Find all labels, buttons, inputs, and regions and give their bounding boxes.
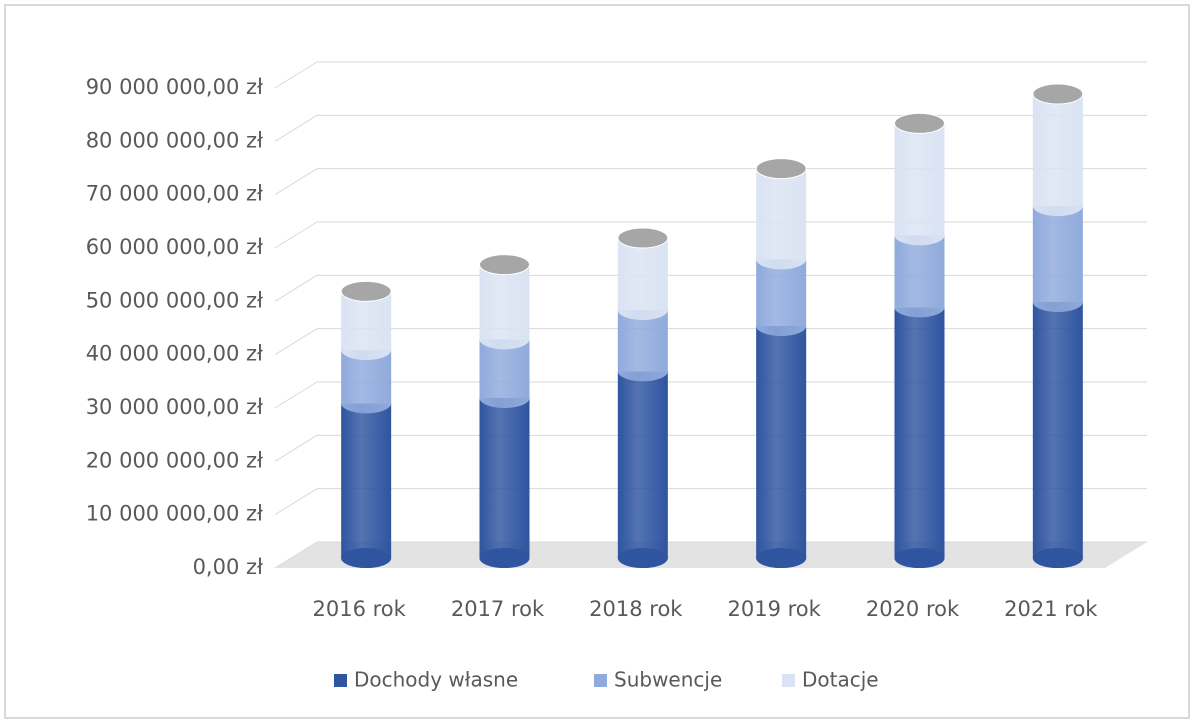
bar-segment bbox=[1032, 206, 1083, 302]
bar-segment bbox=[894, 307, 945, 558]
segment-edge bbox=[894, 235, 945, 246]
legend-label: Dotacje bbox=[802, 668, 879, 692]
cylinder-top bbox=[340, 280, 392, 302]
segment-edge bbox=[894, 558, 945, 568]
legend-label: Subwencje bbox=[614, 668, 722, 692]
bar-segment bbox=[1032, 94, 1083, 206]
y-tick-label: 90 000 000,00 zł bbox=[86, 75, 263, 99]
bar-segment bbox=[756, 168, 807, 260]
cylinder-top bbox=[617, 227, 669, 249]
segment-edge bbox=[341, 558, 392, 568]
bar-segment bbox=[756, 259, 807, 326]
segment-edge bbox=[479, 339, 530, 350]
bar-segment bbox=[479, 264, 530, 340]
cylinder-top bbox=[894, 112, 945, 134]
segment-edge bbox=[341, 403, 392, 414]
segment-edge bbox=[617, 371, 668, 382]
cylinder-top bbox=[1032, 83, 1084, 105]
grid-line-side bbox=[274, 541, 318, 569]
bar-segment bbox=[1032, 302, 1083, 558]
grid-line-side bbox=[274, 488, 318, 516]
x-tick-label: 2021 rok bbox=[1004, 597, 1098, 621]
y-tick-label: 0,00 zł bbox=[193, 555, 263, 579]
legend-label: Dochody własne bbox=[354, 668, 518, 692]
bar-segment bbox=[756, 326, 807, 558]
x-tick-label: 2019 rok bbox=[728, 597, 822, 621]
y-tick-label: 10 000 000,00 zł bbox=[86, 502, 263, 526]
legend-swatch bbox=[334, 674, 347, 687]
bar-segment bbox=[617, 238, 668, 310]
y-tick-label: 60 000 000,00 zł bbox=[86, 235, 263, 259]
grid-line-side bbox=[274, 381, 318, 409]
x-tick-label: 2020 rok bbox=[866, 597, 960, 621]
bar-segment bbox=[894, 235, 945, 308]
y-tick-label: 40 000 000,00 zł bbox=[86, 342, 263, 366]
segment-edge bbox=[1032, 302, 1083, 312]
y-tick-label: 50 000 000,00 zł bbox=[86, 288, 263, 312]
segment-edge bbox=[479, 398, 530, 408]
legend: Dochody własne Subwencje Dotacje bbox=[334, 668, 879, 692]
bar-segment bbox=[894, 123, 945, 236]
bar-segment bbox=[341, 403, 392, 558]
segment-edge bbox=[617, 310, 668, 320]
grid-line-side bbox=[274, 168, 318, 196]
segment-edge bbox=[617, 558, 668, 568]
segment-edge bbox=[479, 558, 530, 568]
x-tick-label: 2018 rok bbox=[589, 597, 683, 621]
legend-swatch bbox=[782, 674, 795, 687]
segment-edge bbox=[756, 558, 807, 568]
bar-segment bbox=[479, 398, 530, 558]
segment-edge bbox=[894, 307, 945, 318]
floor bbox=[275, 542, 1147, 568]
y-tick-label: 30 000 000,00 zł bbox=[86, 395, 263, 419]
y-tick-label: 70 000 000,00 zł bbox=[86, 182, 263, 206]
legend-swatch bbox=[594, 674, 607, 687]
segment-edge bbox=[1032, 206, 1083, 216]
grid-line-side bbox=[274, 114, 318, 142]
grid-line-side bbox=[274, 61, 318, 89]
segment-edge bbox=[756, 259, 807, 270]
segment-edge bbox=[1032, 558, 1083, 568]
x-tick-label: 2016 rok bbox=[313, 597, 407, 621]
grid-line-side bbox=[274, 434, 318, 462]
cylinder-top bbox=[479, 254, 530, 276]
grid-line-side bbox=[274, 221, 318, 249]
bar-segment bbox=[617, 310, 668, 372]
y-tick-label: 20 000 000,00 zł bbox=[86, 448, 263, 472]
chart-border bbox=[4, 4, 1190, 719]
segment-edge bbox=[341, 350, 392, 360]
y-tick-label: 80 000 000,00 zł bbox=[86, 128, 263, 152]
grid-line-side bbox=[274, 328, 318, 356]
cylinder-top bbox=[755, 158, 807, 180]
bar-segment bbox=[617, 371, 668, 558]
x-tick-label: 2017 rok bbox=[451, 597, 545, 621]
grid-line-side bbox=[274, 274, 318, 302]
segment-edge bbox=[756, 326, 807, 337]
